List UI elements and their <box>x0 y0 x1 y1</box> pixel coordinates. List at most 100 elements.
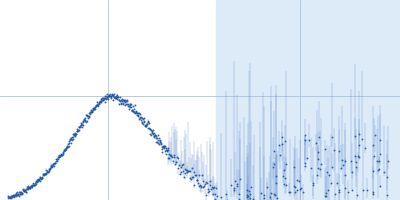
Point <box>187 169 194 173</box>
Point <box>138 120 145 123</box>
Point <box>108 97 114 100</box>
Point <box>119 99 126 102</box>
Point <box>28 183 35 186</box>
Point <box>78 121 84 124</box>
Point <box>5 194 11 198</box>
Point <box>48 166 54 169</box>
Point <box>142 124 148 128</box>
Point <box>42 173 48 176</box>
Point <box>72 132 78 135</box>
Point <box>48 165 55 169</box>
Point <box>88 109 94 112</box>
Point <box>129 110 135 113</box>
Point <box>120 98 126 101</box>
Point <box>377 138 383 142</box>
Point <box>198 185 204 188</box>
Point <box>36 178 42 181</box>
Point <box>78 122 85 126</box>
Point <box>92 105 99 109</box>
Point <box>50 162 56 165</box>
Point <box>14 192 21 196</box>
Point <box>57 155 63 158</box>
Point <box>178 166 184 169</box>
Point <box>29 186 36 189</box>
Point <box>162 145 168 148</box>
Point <box>112 95 118 98</box>
Point <box>82 119 88 122</box>
Point <box>107 94 113 98</box>
Point <box>26 186 32 189</box>
Point <box>9 195 15 198</box>
Point <box>157 139 163 142</box>
Point <box>199 174 205 177</box>
Point <box>126 104 132 107</box>
Point <box>154 133 161 136</box>
Point <box>164 149 170 152</box>
Point <box>176 163 182 167</box>
Point <box>315 166 322 170</box>
Point <box>82 116 88 120</box>
Point <box>142 123 148 126</box>
Point <box>236 197 242 200</box>
Point <box>137 116 144 119</box>
Point <box>208 187 214 191</box>
Point <box>37 177 43 180</box>
Point <box>13 193 20 196</box>
Point <box>138 118 144 121</box>
Point <box>342 174 348 177</box>
Point <box>286 191 292 194</box>
Point <box>198 185 204 188</box>
Point <box>40 172 46 175</box>
Point <box>222 192 229 196</box>
Point <box>74 130 81 133</box>
Point <box>228 184 234 187</box>
Point <box>6 195 12 198</box>
Point <box>147 128 154 131</box>
Point <box>18 193 24 196</box>
Point <box>384 160 391 163</box>
Point <box>184 171 190 174</box>
Point <box>92 105 98 109</box>
Point <box>310 183 316 187</box>
Point <box>115 95 121 99</box>
Point <box>267 196 274 199</box>
Point <box>152 136 159 139</box>
Point <box>23 187 30 191</box>
Point <box>340 163 346 167</box>
Point <box>181 175 187 179</box>
Point <box>370 192 376 196</box>
Point <box>122 101 128 104</box>
Point <box>34 178 41 181</box>
Point <box>89 111 96 114</box>
Point <box>19 191 25 194</box>
Point <box>60 152 66 155</box>
Point <box>55 156 61 159</box>
Point <box>133 110 140 113</box>
Point <box>353 161 359 164</box>
Point <box>81 119 87 122</box>
Point <box>21 188 27 192</box>
Point <box>8 194 14 197</box>
Point <box>66 142 72 145</box>
Point <box>84 114 90 118</box>
Point <box>245 189 252 192</box>
Point <box>322 195 329 198</box>
Point <box>204 181 210 185</box>
Point <box>246 198 253 200</box>
Point <box>110 93 116 97</box>
Point <box>150 132 157 135</box>
Point <box>24 187 30 190</box>
Point <box>77 126 83 129</box>
Point <box>19 191 26 195</box>
Point <box>313 141 320 144</box>
Point <box>64 145 70 149</box>
Point <box>370 191 376 194</box>
Point <box>156 140 163 143</box>
Point <box>282 177 288 180</box>
Point <box>90 108 97 111</box>
Point <box>164 146 171 150</box>
Point <box>279 143 285 146</box>
Point <box>146 127 152 130</box>
Point <box>352 135 358 138</box>
Point <box>66 140 72 143</box>
